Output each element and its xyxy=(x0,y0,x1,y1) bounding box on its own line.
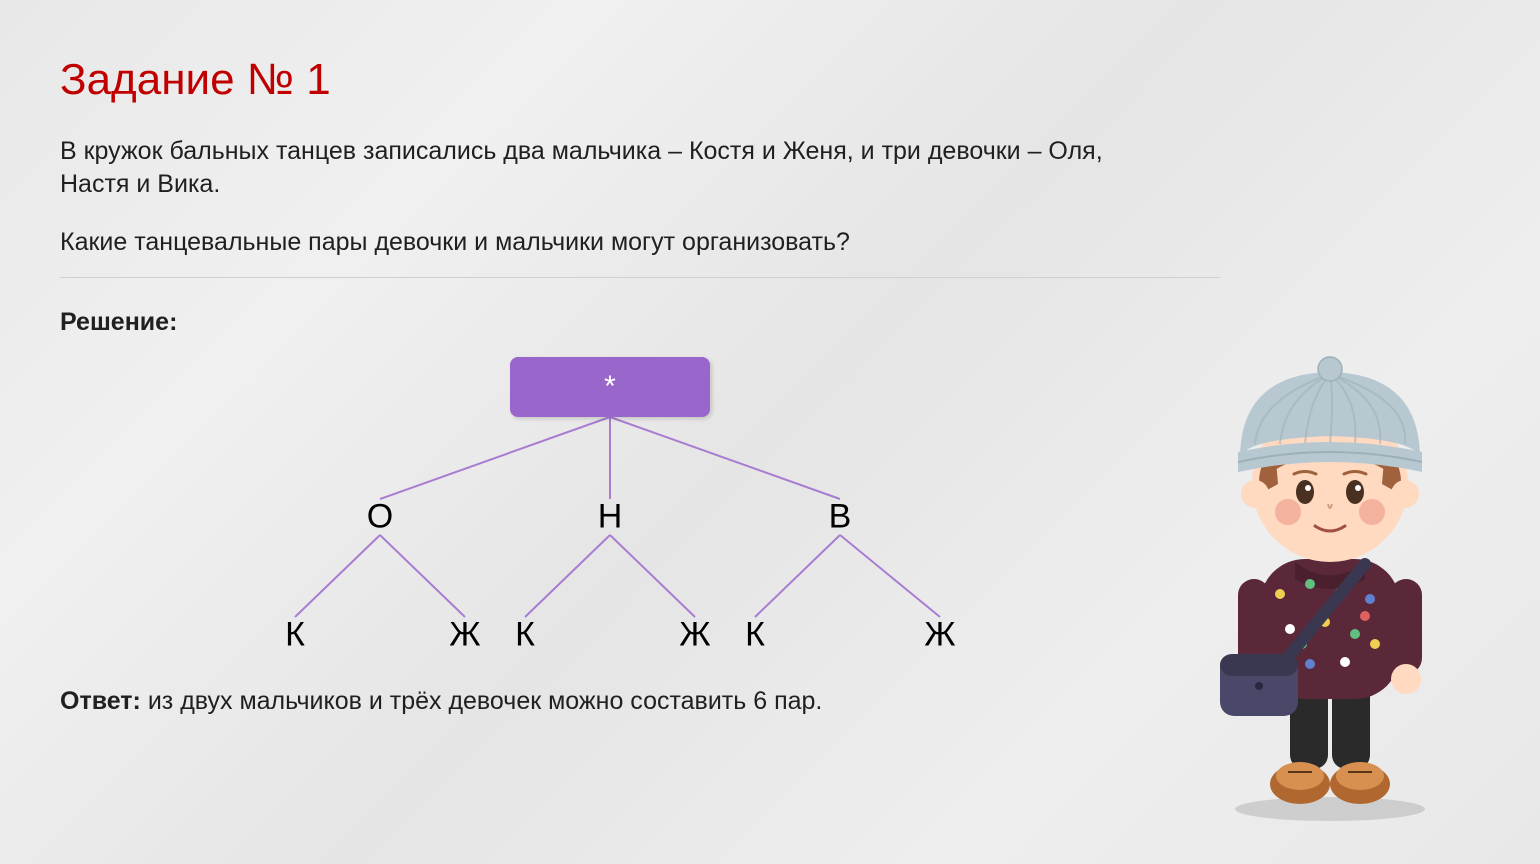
tree-level2-node: К xyxy=(745,616,765,655)
character-illustration xyxy=(1160,344,1500,824)
tree-level1-node: Н xyxy=(598,498,623,537)
tree-level2-node: Ж xyxy=(679,616,710,655)
tree-diagram: *ОНВКЖКЖКЖ xyxy=(180,347,1080,667)
answer-text: из двух мальчиков и трёх девочек можно с… xyxy=(141,687,822,715)
tree-level1-node: В xyxy=(829,498,852,537)
tree-level2-node: Ж xyxy=(924,616,955,655)
tree-level2-node: К xyxy=(515,616,535,655)
question-text: Какие танцевальные пары девочки и мальчи… xyxy=(60,228,1480,257)
task-title: Задание № 1 xyxy=(60,55,1480,105)
tree-level1-node: О xyxy=(367,498,393,537)
answer-label: Ответ: xyxy=(60,687,141,715)
tree-root: * xyxy=(510,357,710,417)
tree-level2-node: Ж xyxy=(449,616,480,655)
tree-level2-node: К xyxy=(285,616,305,655)
divider xyxy=(60,277,1220,278)
problem-text: В кружок бальных танцев записались два м… xyxy=(60,135,1110,200)
solution-label: Решение: xyxy=(60,308,1480,337)
slide: Задание № 1 В кружок бальных танцев запи… xyxy=(0,0,1540,864)
